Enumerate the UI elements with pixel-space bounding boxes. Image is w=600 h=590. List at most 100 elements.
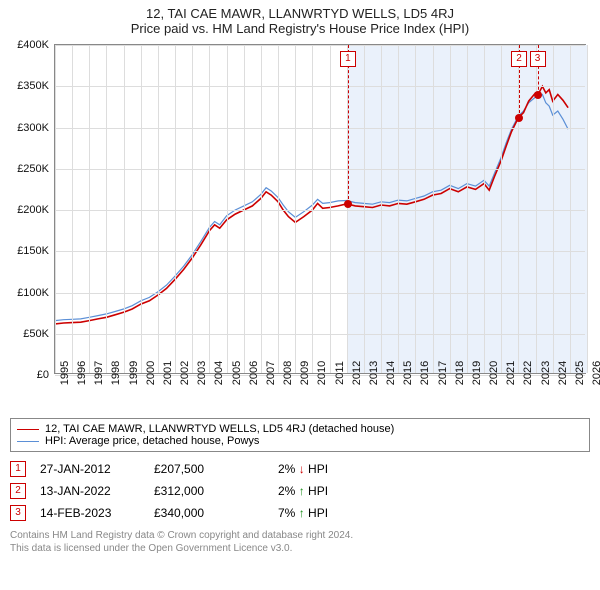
x-axis-label: 2023 [536,361,552,385]
x-axis-label: 1996 [72,361,88,385]
footer-line-2: This data is licensed under the Open Gov… [10,543,590,556]
transaction-row-3: 314-FEB-2023£340,0007% ↑ HPI [10,502,590,524]
legend-row-hpi: HPI: Average price, detached house, Powy… [17,435,583,447]
marker-box-3: 3 [530,51,546,67]
hpi-suffix: HPI [308,462,328,476]
y-axis-label: £150K [17,245,55,257]
hpi-suffix: HPI [308,484,328,498]
gridline-vertical [450,45,451,373]
chart-title: 12, TAI CAE MAWR, LLANWRTYD WELLS, LD5 4… [10,6,590,21]
x-axis-label: 2005 [227,361,243,385]
y-axis-label: £0 [37,369,55,381]
pct-value: 2% [278,484,295,498]
arrow-up-icon: ↑ [299,506,305,520]
transaction-date: 13-JAN-2022 [40,484,140,498]
transactions-table: 127-JAN-2012£207,5002% ↓ HPI213-JAN-2022… [10,458,590,524]
legend: 12, TAI CAE MAWR, LLANWRTYD WELLS, LD5 4… [10,418,590,452]
legend-swatch-subject [17,429,39,430]
gridline-vertical [106,45,107,373]
x-axis-label: 2009 [295,361,311,385]
x-axis-label: 2002 [175,361,191,385]
transaction-price: £312,000 [154,484,264,498]
pct-value: 7% [278,506,295,520]
gridline-vertical [398,45,399,373]
gridline-horizontal [55,169,585,170]
hpi-suffix: HPI [308,506,328,520]
x-axis-label: 2016 [415,361,431,385]
chart-container: 12, TAI CAE MAWR, LLANWRTYD WELLS, LD5 4… [0,0,600,559]
x-axis-label: 2004 [209,361,225,385]
gridline-vertical [364,45,365,373]
x-axis-label: 2024 [553,361,569,385]
x-axis-label: 2006 [244,361,260,385]
legend-swatch-hpi [17,441,39,442]
transaction-row-1: 127-JAN-2012£207,5002% ↓ HPI [10,458,590,480]
marker-dot-2 [515,114,523,122]
gridline-vertical [501,45,502,373]
transaction-delta: 7% ↑ HPI [278,506,328,520]
legend-label-hpi: HPI: Average price, detached house, Powy… [45,435,259,447]
gridline-horizontal [55,251,585,252]
gridline-vertical [261,45,262,373]
gridline-vertical [141,45,142,373]
x-axis-label: 2021 [501,361,517,385]
x-axis-label: 1995 [55,361,71,385]
x-axis-label: 2011 [330,361,346,385]
x-axis-label: 2003 [192,361,208,385]
chart-subtitle: Price paid vs. HM Land Registry's House … [10,21,590,36]
gridline-horizontal [55,86,585,87]
transaction-delta: 2% ↓ HPI [278,462,328,476]
gridline-vertical [381,45,382,373]
gridline-horizontal [55,293,585,294]
x-axis-label: 2010 [312,361,328,385]
arrow-up-icon: ↑ [299,484,305,498]
footer-line-1: Contains HM Land Registry data © Crown c… [10,530,590,543]
x-axis-label: 1999 [124,361,140,385]
gridline-vertical [553,45,554,373]
marker-dot-1 [344,200,352,208]
marker-box-1: 1 [340,51,356,67]
gridline-vertical [295,45,296,373]
gridline-vertical [89,45,90,373]
transaction-delta: 2% ↑ HPI [278,484,328,498]
gridline-horizontal [55,334,585,335]
x-axis-label: 2012 [347,361,363,385]
gridline-vertical [415,45,416,373]
x-axis-label: 2008 [278,361,294,385]
arrow-down-icon: ↓ [299,462,305,476]
x-axis-label: 2018 [450,361,466,385]
gridline-vertical [158,45,159,373]
x-axis-label: 2022 [518,361,534,385]
x-axis-label: 1997 [89,361,105,385]
gridline-vertical [587,45,588,373]
gridline-horizontal [55,210,585,211]
x-axis-label: 2020 [484,361,500,385]
x-axis-label: 2000 [141,361,157,385]
transaction-marker-1: 1 [10,461,26,477]
gridline-vertical [433,45,434,373]
y-axis-label: £300K [17,122,55,134]
gridline-vertical [209,45,210,373]
x-axis-label: 2019 [467,361,483,385]
gridline-horizontal [55,128,585,129]
y-axis-label: £200K [17,204,55,216]
gridline-vertical [484,45,485,373]
gridline-vertical [244,45,245,373]
marker-box-2: 2 [511,51,527,67]
y-axis-label: £350K [17,80,55,92]
marker-vline-1 [348,45,349,204]
x-axis-label: 2007 [261,361,277,385]
transaction-date: 27-JAN-2012 [40,462,140,476]
pct-value: 2% [278,462,295,476]
x-axis-label: 2014 [381,361,397,385]
gridline-vertical [192,45,193,373]
gridline-vertical [124,45,125,373]
plot-area: £0£50K£100K£150K£200K£250K£300K£350K£400… [54,44,586,374]
marker-dot-3 [534,91,542,99]
gridline-vertical [175,45,176,373]
transaction-marker-2: 2 [10,483,26,499]
gridline-vertical [312,45,313,373]
transaction-marker-3: 3 [10,505,26,521]
gridline-vertical [278,45,279,373]
gridline-vertical [330,45,331,373]
